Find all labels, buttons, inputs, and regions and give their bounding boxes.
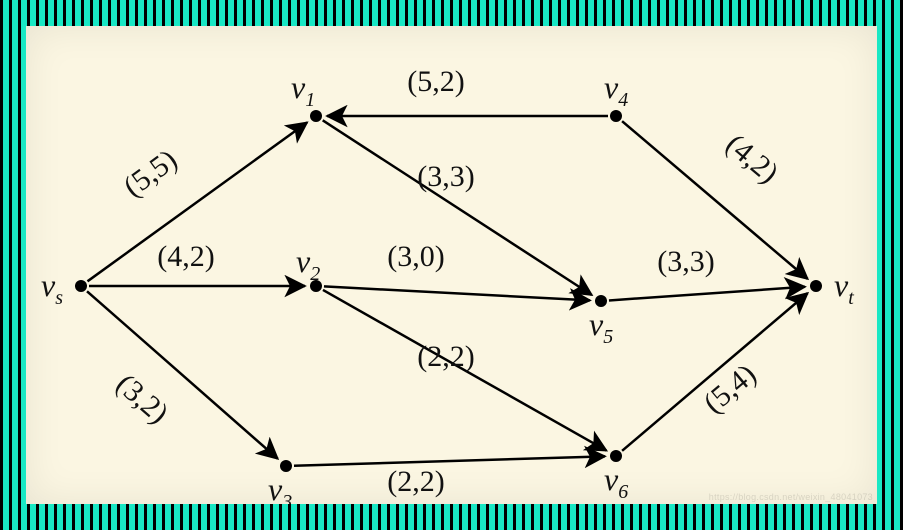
edge-label: (3,3): [657, 245, 714, 278]
node-v4: [610, 110, 622, 122]
edge-label: (2,2): [387, 465, 444, 498]
edge: [622, 293, 808, 451]
edge: [87, 291, 278, 458]
watermark-text: https://blog.csdn.net/weixin_48041073: [709, 492, 873, 502]
node-label-v4: v4: [604, 69, 628, 111]
striped-border: (5,5) (4,2) (3,2) (5,2) (3,3) (3,0) (2,2) (2,2)…: [0, 0, 903, 530]
diagram-frame: (5,5) (4,2) (3,2) (5,2) (3,3) (3,0) (2,2) (2,2)…: [26, 26, 877, 504]
node-vt: [810, 280, 822, 292]
edge-label: (3,0): [387, 240, 444, 273]
flow-network-graph: (5,5) (4,2) (3,2) (5,2) (3,3) (3,0) (2,2) (2,2)…: [26, 26, 877, 504]
edge-label: (4,2): [157, 240, 214, 273]
node-label-v5: v5: [589, 306, 613, 348]
node-v1: [310, 110, 322, 122]
edge-label: (5,5): [117, 143, 183, 203]
edge-label: (2,2): [417, 340, 474, 373]
edge-label: (3,2): [110, 368, 175, 431]
edge: [622, 121, 808, 279]
edge-label: (5,2): [407, 65, 464, 98]
node-label-vs: vs: [41, 267, 63, 309]
edge: [609, 287, 805, 301]
node-label-v3: v3: [268, 471, 292, 504]
node-label-v6: v6: [604, 461, 628, 503]
edge: [324, 286, 590, 300]
edge-label: (4,2): [719, 128, 784, 190]
edge-label: (3,3): [417, 160, 474, 193]
edge-label: (5,4): [697, 358, 762, 420]
edge: [323, 120, 592, 295]
edge: [294, 456, 605, 465]
node-vs: [75, 280, 87, 292]
node-label-v1: v1: [291, 69, 315, 111]
node-label-v2: v2: [296, 243, 320, 285]
node-label-vt: vt: [834, 267, 854, 309]
